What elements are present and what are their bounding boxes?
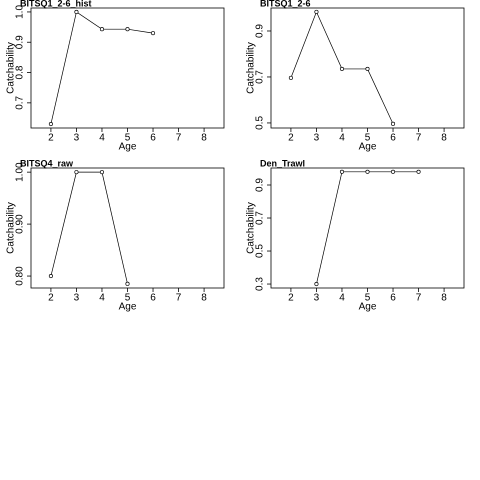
- data-point: [339, 169, 345, 174]
- y-tick-label: 0.90: [15, 214, 26, 234]
- x-tick-label: 3: [74, 133, 80, 144]
- y-tick-label: 0.5: [255, 244, 266, 258]
- x-tick-label: 7: [416, 293, 422, 304]
- data-point: [99, 170, 105, 175]
- data-point: [99, 27, 105, 32]
- x-tick-label: 2: [48, 293, 54, 304]
- x-tick-label: 5: [125, 293, 131, 304]
- x-tick-label: 2: [48, 133, 54, 144]
- data-point: [365, 66, 370, 71]
- y-tick-label: 1.00: [15, 162, 26, 182]
- x-tick-label: 4: [99, 293, 105, 304]
- data-point: [390, 169, 396, 174]
- data-point: [125, 281, 130, 286]
- x-tick-label: 7: [176, 133, 182, 144]
- y-tick-label: 0.9: [255, 24, 266, 38]
- x-tick-label: 5: [365, 133, 371, 144]
- x-tick-label: 8: [441, 133, 447, 144]
- chart-title: BITSQ1_2-6: [260, 0, 311, 8]
- y-axis-label: Catchability: [246, 42, 257, 94]
- data-line: [50, 171, 128, 284]
- data-point: [125, 27, 130, 32]
- plot-frame: [270, 167, 465, 289]
- data-point: [365, 169, 370, 174]
- x-tick-label: 5: [365, 293, 371, 304]
- x-tick-label: 4: [339, 293, 345, 304]
- data-point: [288, 75, 293, 80]
- data-point: [74, 9, 79, 14]
- chart-title: BITSQ1_2-6_hist: [20, 0, 92, 8]
- x-axis-label: Age: [119, 142, 137, 153]
- data-point: [339, 66, 345, 71]
- x-tick-label: 6: [150, 293, 156, 304]
- data-point: [48, 274, 53, 279]
- data-point: [390, 121, 396, 126]
- y-tick-label: 0.7: [15, 95, 26, 109]
- x-tick-label: 2: [288, 293, 294, 304]
- y-axis-label: Catchability: [6, 42, 17, 94]
- x-axis-label: Age: [359, 302, 377, 313]
- chart-title: BITSQ4_raw: [20, 158, 74, 168]
- x-tick-label: 6: [390, 293, 396, 304]
- data-line: [316, 171, 419, 285]
- x-axis-label: Age: [359, 142, 377, 153]
- x-tick-label: 6: [390, 133, 396, 144]
- x-tick-label: 7: [176, 293, 182, 304]
- data-point: [416, 169, 421, 174]
- y-axis-label: Catchability: [246, 202, 257, 254]
- x-tick-label: 7: [416, 133, 422, 144]
- data-point: [314, 9, 319, 14]
- plot-frame: [30, 167, 225, 289]
- y-tick-label: 1.0: [15, 5, 26, 19]
- y-tick-label: 0.9: [255, 178, 266, 192]
- y-tick-label: 0.5: [255, 116, 266, 130]
- x-tick-label: 2: [288, 133, 294, 144]
- x-tick-label: 3: [314, 293, 320, 304]
- y-tick-label: 0.3: [255, 277, 266, 291]
- data-point: [48, 122, 53, 127]
- x-tick-label: 4: [99, 133, 105, 144]
- chart-title: Den_Trawl: [260, 158, 305, 168]
- y-tick-label: 0.9: [15, 35, 26, 49]
- x-tick-label: 6: [150, 133, 156, 144]
- data-point: [314, 281, 319, 287]
- x-tick-label: 4: [339, 133, 345, 144]
- x-axis-label: Age: [119, 302, 137, 313]
- x-tick-label: 8: [201, 293, 207, 304]
- x-tick-label: 8: [441, 293, 447, 304]
- x-tick-label: 5: [125, 133, 131, 144]
- y-tick-label: 0.7: [255, 70, 266, 84]
- x-tick-label: 3: [314, 133, 320, 144]
- data-point: [74, 170, 79, 175]
- x-tick-label: 8: [201, 133, 207, 144]
- y-tick-label: 0.8: [15, 65, 26, 79]
- y-axis-label: Catchability: [6, 202, 17, 254]
- y-tick-label: 0.7: [255, 211, 266, 225]
- x-tick-label: 3: [74, 293, 80, 304]
- plot-frame: [30, 7, 225, 129]
- data-point: [150, 31, 156, 36]
- y-tick-label: 0.80: [15, 266, 26, 286]
